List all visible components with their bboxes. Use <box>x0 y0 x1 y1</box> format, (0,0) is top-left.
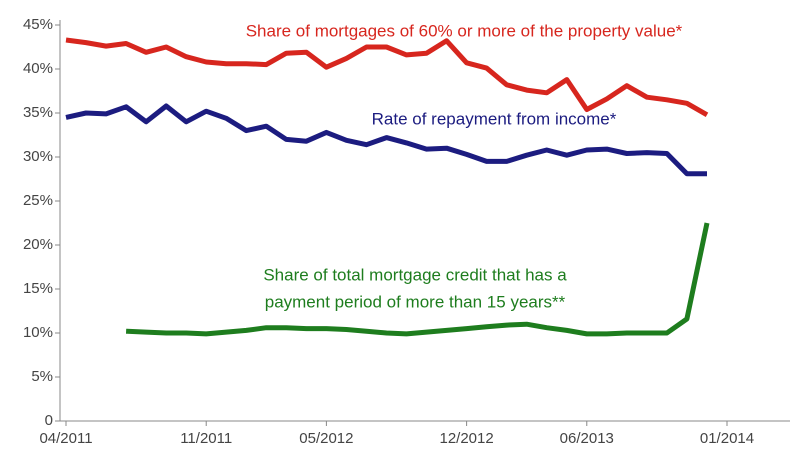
x-tick-label: 01/2014 <box>700 430 754 447</box>
y-tick-label: 40% <box>23 60 53 77</box>
x-tick-label: 12/2012 <box>439 430 493 447</box>
y-tick-label: 35% <box>23 104 53 121</box>
y-tick-label: 5% <box>31 368 53 385</box>
annotation: Share of total mortgage credit that has … <box>263 265 567 284</box>
line <box>65 37 709 117</box>
annotation: Share of mortgages of 60% or more of the… <box>246 21 683 40</box>
x-tick-label: 11/2011 <box>180 430 232 447</box>
y-tick-label: 10% <box>23 324 53 341</box>
annotation: Rate of repayment from income* <box>372 109 617 128</box>
x-tick-label: 05/2012 <box>299 430 353 447</box>
y-tick-label: 20% <box>23 236 53 253</box>
y-tick-label: 15% <box>23 280 53 297</box>
line <box>125 222 710 337</box>
annotation: payment period of more than 15 years** <box>265 292 566 311</box>
y-tick-label: 0 <box>45 412 53 429</box>
x-tick-label: 06/2013 <box>560 430 614 447</box>
line <box>65 103 707 177</box>
y-tick-label: 45% <box>23 16 53 33</box>
y-tick-label: 25% <box>23 192 53 209</box>
y-tick-label: 30% <box>23 148 53 165</box>
x-tick-label: 04/2011 <box>39 430 92 447</box>
